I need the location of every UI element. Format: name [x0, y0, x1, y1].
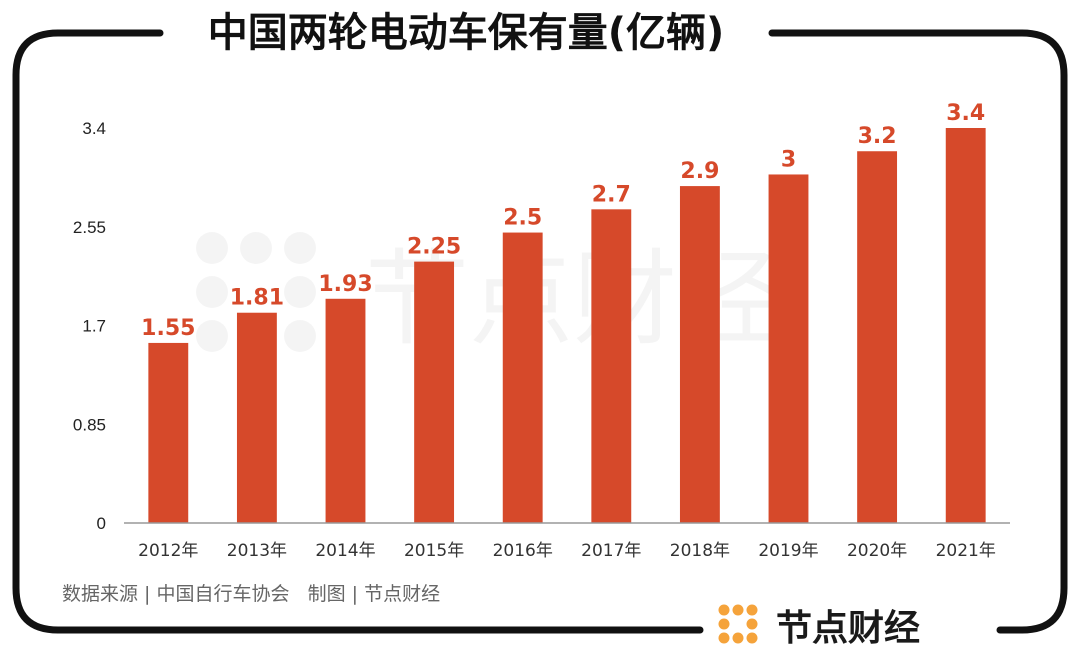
- y-tick-label: 3.4: [82, 119, 106, 138]
- logo-dot: [718, 618, 730, 630]
- x-tick-label: 2015年: [404, 541, 464, 561]
- data-label: 3.4: [946, 101, 985, 126]
- bar: [325, 298, 366, 523]
- data-labels: 1.55 1.81 1.93 2.25 2.5 2.7 2.9 3 3.2 3.4: [141, 101, 985, 341]
- logo-dot: [746, 632, 758, 644]
- bar: [857, 151, 898, 523]
- logo-dot: [718, 604, 730, 616]
- y-tick-label: 0.85: [73, 415, 106, 434]
- bar: [591, 209, 632, 523]
- bar: [768, 174, 809, 523]
- y-tick-label: 1.7: [82, 317, 106, 336]
- logo-dot: [732, 604, 744, 616]
- data-label: 3.2: [858, 124, 897, 149]
- data-label: 1.93: [318, 272, 372, 297]
- y-axis: 0 0.85 1.7 2.55 3.4: [73, 119, 106, 533]
- data-label: 3: [781, 147, 796, 172]
- bar: [236, 312, 277, 523]
- node-dots-logo-icon: [718, 604, 758, 644]
- brand-name: 节点财经: [776, 608, 920, 649]
- x-tick-label: 2013年: [227, 541, 287, 561]
- x-tick-label: 2012年: [138, 541, 198, 561]
- logo-dot: [718, 632, 730, 644]
- brand: 节点财经: [718, 604, 920, 649]
- data-label: 2.9: [680, 159, 719, 184]
- bar: [148, 342, 189, 523]
- bar: [502, 232, 543, 523]
- x-tick-label: 2014年: [315, 541, 375, 561]
- x-tick-label: 2018年: [670, 541, 730, 561]
- x-tick-label: 2016年: [493, 541, 553, 561]
- data-label: 1.81: [230, 286, 284, 311]
- x-tick-label: 2021年: [936, 541, 996, 561]
- x-tick-label: 2017年: [581, 541, 641, 561]
- frame-border-right: [768, 29, 1068, 634]
- y-tick-label: 0: [97, 514, 106, 533]
- logo-dot: [732, 632, 744, 644]
- bars: [148, 128, 986, 523]
- source-note: 数据来源 | 中国自行车协会 制图 | 节点财经: [62, 583, 440, 605]
- data-label: 2.25: [407, 235, 461, 260]
- bar: [945, 128, 986, 523]
- data-label: 1.55: [141, 316, 195, 341]
- logo-dot: [746, 618, 758, 630]
- x-axis: 2012年 2013年 2014年 2015年 2016年 2017年 2018年 2019年…: [124, 522, 1010, 561]
- x-tick-label: 2020年: [847, 541, 907, 561]
- logo-dot: [746, 604, 758, 616]
- y-tick-label: 2.55: [73, 218, 106, 237]
- chart-title: 中国两轮电动车保有量(亿辆): [208, 10, 725, 56]
- data-label: 2.7: [592, 182, 631, 207]
- frame-border: [12, 29, 704, 634]
- data-label: 2.5: [503, 206, 542, 231]
- bar: [679, 186, 720, 523]
- bar: [414, 261, 455, 523]
- x-tick-label: 2019年: [758, 541, 818, 561]
